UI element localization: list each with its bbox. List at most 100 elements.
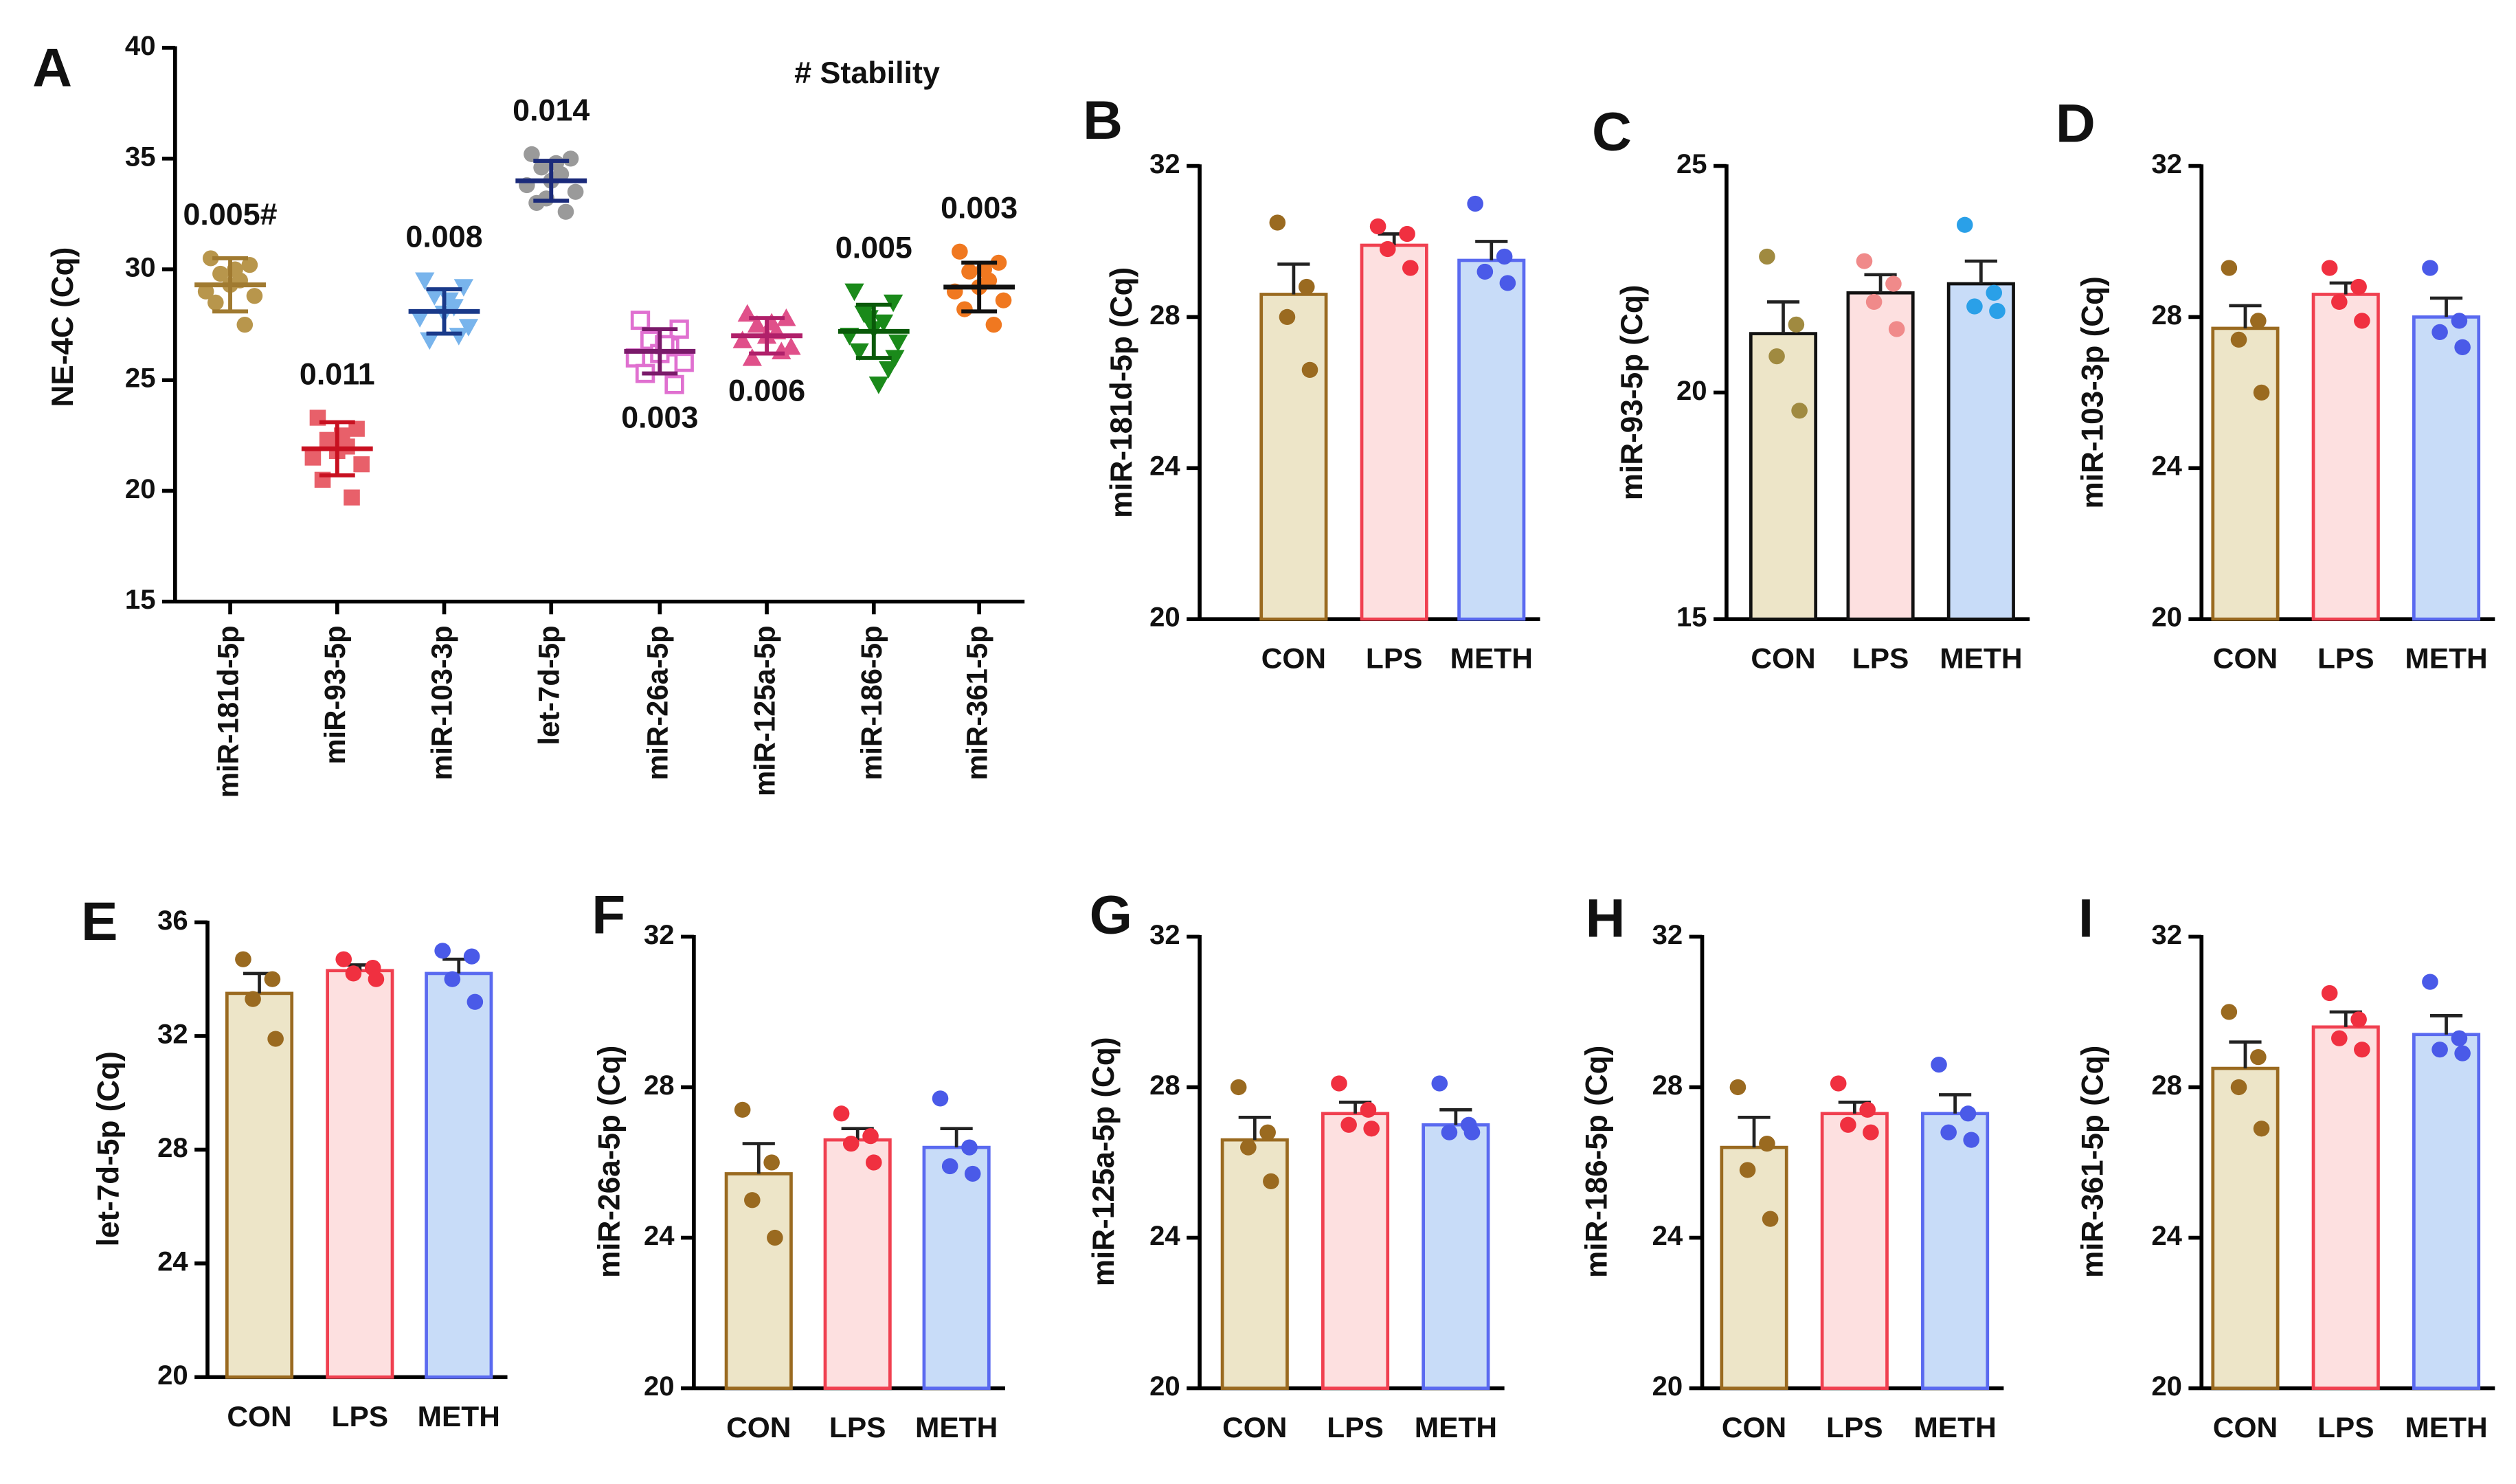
panel-letter: G: [1090, 884, 1132, 945]
data-point: [1263, 1173, 1279, 1189]
y-tick-label: 24: [1652, 1221, 1683, 1251]
y-tick-label: 20: [125, 474, 156, 504]
data-point: [674, 352, 694, 372]
data-point: [849, 343, 869, 361]
x-tick-label: METH: [1450, 642, 1533, 675]
data-point: [1331, 1075, 1347, 1092]
data-point: [1301, 361, 1318, 378]
bar: [1946, 282, 2015, 621]
x-tick-label: miR-26a-5p: [641, 625, 673, 780]
data-point: [1989, 303, 2006, 319]
bar: [2412, 1033, 2481, 1390]
data-point: [1840, 1116, 1856, 1133]
bar: [1820, 1112, 1889, 1390]
data-point: [1759, 248, 1775, 265]
y-tick-label: 28: [2151, 300, 2182, 330]
data-point: [844, 283, 864, 302]
data-point: [1931, 1056, 1947, 1073]
y-tick-label: 15: [125, 585, 156, 615]
data-point: [2451, 1030, 2468, 1046]
data-point: [1340, 1116, 1357, 1133]
x-tick-label: CON: [726, 1411, 791, 1443]
data-point: [2350, 278, 2367, 295]
y-axis-label: miR-125a-5p (Cq): [1087, 1037, 1121, 1286]
data-point: [2250, 313, 2267, 329]
y-tick-label: 28: [644, 1070, 675, 1101]
y-tick-label: 35: [125, 142, 156, 172]
data-point: [1863, 1124, 1879, 1140]
data-point: [304, 449, 322, 466]
y-tick-label: 24: [2151, 451, 2182, 482]
p-value-annotation: 0.003: [621, 401, 698, 435]
data-point: [833, 1105, 850, 1122]
data-point: [1739, 1162, 1756, 1178]
data-point: [952, 243, 968, 260]
y-tick-label: 20: [1652, 1371, 1683, 1402]
data-point: [2454, 339, 2471, 356]
x-tick-label: LPS: [829, 1411, 886, 1443]
data-point: [453, 279, 473, 297]
data-point: [1279, 308, 1296, 326]
data-point: [2354, 1042, 2370, 1058]
data-point: [776, 308, 796, 326]
data-point: [932, 1090, 949, 1107]
data-point: [1956, 216, 1973, 233]
data-point: [212, 265, 229, 282]
data-point: [1298, 278, 1315, 295]
y-tick-label: 32: [2151, 920, 2182, 950]
data-point: [444, 971, 461, 987]
y-axis-label: miR-181d-5p (Cq): [1105, 267, 1138, 518]
data-point: [868, 376, 889, 394]
y-tick-label: 28: [2151, 1070, 2182, 1101]
data-point: [862, 1128, 879, 1145]
data-point: [1496, 248, 1513, 265]
panel: A NE-4C (Cq) 15 20 25 30 35 40 # Stability miR-18…: [32, 31, 1025, 798]
data-point: [878, 361, 899, 379]
data-point: [348, 420, 365, 437]
y-tick-label: 32: [1652, 920, 1683, 950]
y-axis-label: miR-361-5p (Cq): [2076, 1046, 2109, 1278]
data-point: [1959, 1105, 1977, 1122]
x-tick-label: miR-181d-5p: [212, 625, 244, 798]
data-point: [2230, 1079, 2247, 1096]
x-tick-label: miR-103-3p: [425, 625, 458, 780]
p-value-annotation: 0.008: [405, 221, 482, 254]
data-point: [1940, 1124, 1957, 1140]
data-point: [567, 183, 584, 200]
x-tick-label: LPS: [2317, 642, 2374, 675]
data-point: [1379, 240, 1396, 258]
data-point: [245, 991, 261, 1007]
data-point: [1467, 195, 1483, 212]
x-tick-label: CON: [1222, 1411, 1287, 1443]
x-tick-label: METH: [1415, 1411, 1497, 1443]
data-point: [1240, 1139, 1257, 1156]
x-tick-label: METH: [2405, 1411, 2487, 1443]
y-tick-label: 15: [1676, 603, 1707, 633]
y-axis-label: miR-186-5p (Cq): [1580, 1046, 1613, 1278]
data-point: [734, 1101, 751, 1118]
data-point: [883, 294, 903, 313]
data-point: [2253, 384, 2270, 401]
y-tick-label: 32: [1149, 149, 1180, 179]
data-point: [2321, 985, 2338, 1002]
data-point: [1788, 316, 1805, 333]
data-point: [2321, 260, 2338, 276]
y-tick-label: 24: [157, 1247, 188, 1277]
panel-letter: I: [2078, 888, 2093, 948]
data-point: [246, 288, 263, 304]
x-tick-label: miR-125a-5p: [748, 625, 780, 796]
bar: [1422, 1123, 1490, 1390]
x-tick-label: METH: [1913, 1411, 1996, 1443]
data-point: [2422, 260, 2438, 276]
y-tick-label: 20: [1149, 603, 1180, 633]
panel-letter: C: [1592, 101, 1632, 161]
data-point: [964, 1165, 981, 1182]
bar: [1360, 243, 1428, 621]
data-point: [995, 292, 1012, 308]
y-tick-label: 36: [157, 906, 188, 936]
x-tick-label: CON: [1261, 642, 1326, 675]
data-point: [524, 146, 540, 163]
bar: [922, 1145, 991, 1390]
